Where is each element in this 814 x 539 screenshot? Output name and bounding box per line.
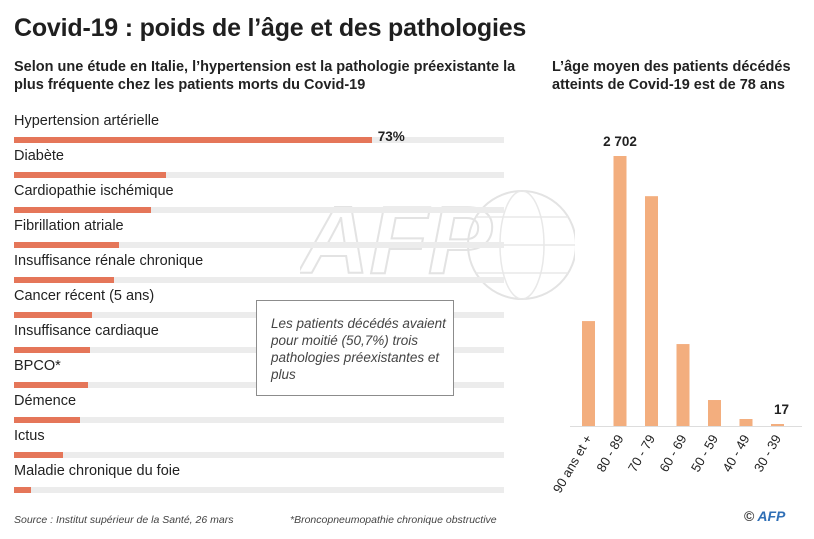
age-tick-label: 40 - 49 xyxy=(719,432,752,475)
note-box: Les patients décédés avaient pour moitié… xyxy=(256,300,454,396)
bar-track xyxy=(14,277,504,283)
age-tick-label: 80 - 89 xyxy=(593,432,626,475)
age-value-label: 17 xyxy=(774,402,789,417)
pathology-label: Diabète xyxy=(14,148,64,164)
bar-track xyxy=(14,242,504,248)
age-bar xyxy=(771,424,784,426)
pathology-row: Hypertension artérielle 73% xyxy=(14,113,504,148)
pathology-bar xyxy=(14,312,93,318)
bar-track xyxy=(14,487,504,493)
pathology-row: Maladie chronique du foie xyxy=(14,463,504,498)
age-bar xyxy=(582,321,595,426)
age-tick-label: 30 - 39 xyxy=(751,432,784,475)
subtitle-left: Selon une étude en Italie, l’hypertensio… xyxy=(14,59,516,93)
bar-track xyxy=(14,417,504,423)
age-bar xyxy=(613,156,627,426)
pathology-label: Fibrillation atriale xyxy=(14,218,124,234)
copyright-symbol: © xyxy=(744,508,755,524)
pathology-label: Insuffisance rénale chronique xyxy=(14,253,204,269)
bar-track xyxy=(14,137,504,143)
pathology-label: Maladie chronique du foie xyxy=(14,463,181,479)
afp-watermark: AFP xyxy=(300,186,575,300)
pathology-bar xyxy=(14,382,88,388)
age-tick-label: 50 - 59 xyxy=(688,432,721,475)
watermark-text: AFP xyxy=(300,187,493,294)
bar-track xyxy=(14,172,504,178)
pathology-label: Hypertension artérielle xyxy=(14,113,160,129)
pathology-label: Démence xyxy=(14,393,77,409)
afp-logo-text: AFP xyxy=(757,508,786,524)
pathology-label: Cardiopathie ischémique xyxy=(14,183,174,199)
source-text: Source : Institut supérieur de la Santé,… xyxy=(14,514,234,526)
age-bar xyxy=(708,400,721,426)
pathology-value-label: 73% xyxy=(377,129,405,144)
afp-logo: © AFP xyxy=(744,508,785,524)
pathology-row: Démence xyxy=(14,393,504,428)
pathology-row: Cardiopathie ischémique xyxy=(14,183,504,218)
pathology-row: Fibrillation atriale xyxy=(14,218,504,253)
pathology-row: Insuffisance rénale chronique xyxy=(14,253,504,288)
note-text: Les patients décédés avaient pour moitié… xyxy=(271,316,446,382)
pathology-bar xyxy=(14,172,166,178)
age-value-label: 2 702 xyxy=(603,134,637,149)
footnote-text: *Broncopneumopathie chronique obstructiv… xyxy=(290,514,497,526)
pathology-label: Insuffisance cardiaque xyxy=(14,323,159,339)
age-bar xyxy=(739,419,753,426)
pathology-bar xyxy=(14,242,120,248)
pathology-bar xyxy=(14,417,81,423)
pathology-label: BPCO* xyxy=(14,358,61,374)
pathology-bar xyxy=(14,277,115,283)
age-bar xyxy=(676,344,690,426)
pathology-label: Cancer récent (5 ans) xyxy=(14,288,155,304)
page-title: Covid-19 : poids de l’âge et des patholo… xyxy=(14,14,527,42)
age-bar xyxy=(645,196,658,426)
pathology-bar xyxy=(14,137,372,143)
bar-track xyxy=(14,452,504,458)
pathology-row: Diabète xyxy=(14,148,504,183)
pathology-row: Ictus xyxy=(14,428,504,463)
bar-track xyxy=(14,207,504,213)
pathology-bar xyxy=(14,487,32,493)
subtitle-right: L’âge moyen des patients décédés atteint… xyxy=(552,59,791,93)
pathology-bar xyxy=(14,207,152,213)
age-tick-label: 70 - 79 xyxy=(625,432,658,475)
age-tick-label: 90 ans et + xyxy=(550,432,595,496)
age-tick-label: 60 - 69 xyxy=(656,432,689,475)
pathology-label: Ictus xyxy=(14,428,45,444)
pathology-bar xyxy=(14,347,90,353)
pathology-bar xyxy=(14,452,63,458)
